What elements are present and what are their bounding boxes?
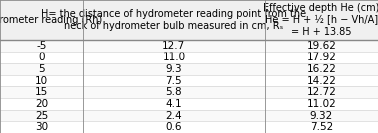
Text: 9.32: 9.32 <box>310 111 333 120</box>
Text: 16.22: 16.22 <box>306 64 336 74</box>
Text: 7.5: 7.5 <box>166 76 182 86</box>
Text: 10: 10 <box>35 76 48 86</box>
Text: Hydrometer reading (Rh): Hydrometer reading (Rh) <box>0 15 103 25</box>
Text: 19.62: 19.62 <box>306 41 336 51</box>
Text: 11.02: 11.02 <box>307 99 336 109</box>
Bar <box>0 63 378 75</box>
Bar <box>0 98 378 110</box>
Bar <box>0 121 378 133</box>
Text: H= the distance of hydrometer reading point from the
neck of hydrometer bulb mea: H= the distance of hydrometer reading po… <box>41 9 307 31</box>
Bar <box>0 0 378 40</box>
Text: 9.3: 9.3 <box>166 64 182 74</box>
Text: 0: 0 <box>38 52 45 62</box>
Bar <box>0 75 378 86</box>
Bar <box>0 52 378 63</box>
Text: 20: 20 <box>35 99 48 109</box>
Text: 4.1: 4.1 <box>166 99 182 109</box>
Text: 30: 30 <box>35 122 48 132</box>
Text: Effective depth He (cm)
He = H + ½ [h − Vh/A]
= H + 13.85: Effective depth He (cm) He = H + ½ [h − … <box>263 3 378 37</box>
Text: 25: 25 <box>35 111 48 120</box>
Text: 5.8: 5.8 <box>166 87 182 97</box>
Text: 14.22: 14.22 <box>306 76 336 86</box>
Text: 7.52: 7.52 <box>310 122 333 132</box>
Text: 17.92: 17.92 <box>306 52 336 62</box>
Text: 2.4: 2.4 <box>166 111 182 120</box>
Bar <box>0 40 378 52</box>
Text: 5: 5 <box>38 64 45 74</box>
Text: 15: 15 <box>35 87 48 97</box>
Text: 12.7: 12.7 <box>162 41 186 51</box>
Bar <box>0 110 378 121</box>
Bar <box>0 86 378 98</box>
Text: 0.6: 0.6 <box>166 122 182 132</box>
Text: -5: -5 <box>36 41 47 51</box>
Text: 11.0: 11.0 <box>162 52 186 62</box>
Text: 12.72: 12.72 <box>306 87 336 97</box>
